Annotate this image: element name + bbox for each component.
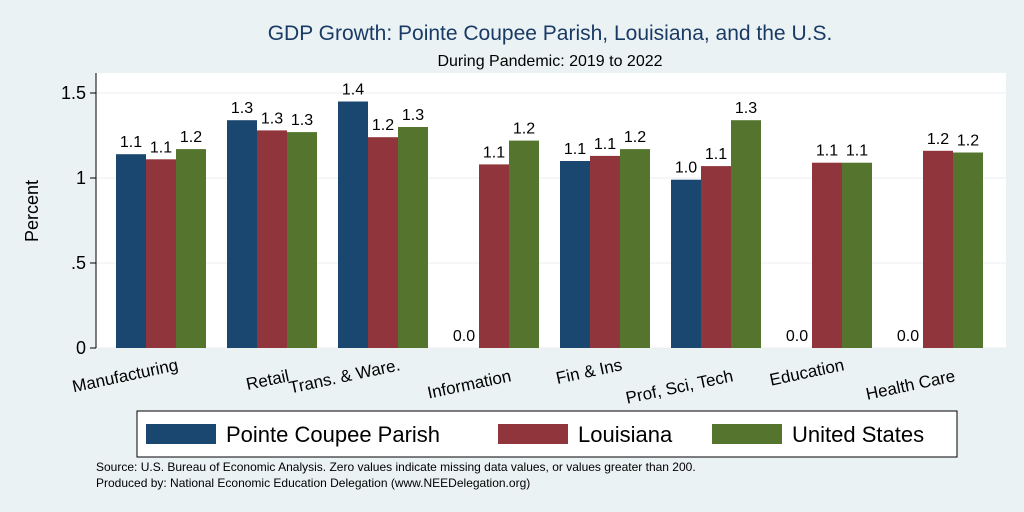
y-axis-label: Percent — [22, 180, 42, 242]
data-label: 1.3 — [261, 110, 283, 127]
data-label: 1.2 — [513, 121, 535, 138]
bar-united-states-retail — [287, 132, 317, 348]
bar-united-states-trans-ware — [398, 127, 428, 348]
y-tick-label: 0 — [76, 338, 86, 358]
x-tick-label: Health Care — [864, 366, 957, 403]
data-label: 1.0 — [675, 160, 697, 177]
bar-united-states-fin-ins — [620, 149, 650, 348]
bar-united-states-health-care — [953, 152, 983, 348]
chart-title: GDP Growth: Pointe Coupee Parish, Louisi… — [268, 22, 833, 45]
chart-subtitle: During Pandemic: 2019 to 2022 — [437, 53, 662, 70]
bar-louisiana-trans-ware — [368, 137, 398, 348]
data-label: 1.2 — [180, 129, 202, 146]
bar-louisiana-education — [812, 162, 842, 348]
bar-louisiana-information — [479, 164, 509, 348]
bar-pointe-coupee-parish-fin-ins — [560, 161, 590, 348]
data-label: 1.2 — [957, 133, 979, 150]
data-label: 0.0 — [897, 328, 919, 345]
data-label: 1.2 — [624, 129, 646, 146]
data-label: 1.1 — [705, 146, 727, 163]
bar-louisiana-health-care — [923, 150, 953, 348]
bar-louisiana-retail — [257, 130, 287, 348]
data-label: 1.4 — [342, 82, 364, 99]
bar-louisiana-prof-sci-tech — [701, 166, 731, 348]
y-tick-label: .5 — [71, 253, 86, 273]
x-tick-label: Fin & Ins — [554, 355, 624, 388]
legend: Pointe Coupee Parish Louisiana United St… — [136, 410, 958, 458]
data-label: 1.2 — [927, 131, 949, 148]
data-label: 0.0 — [786, 328, 808, 345]
x-tick-label: Information — [426, 366, 513, 402]
legend-swatch-pointe-coupee — [146, 424, 216, 444]
bar-pointe-coupee-parish-manufacturing — [116, 154, 146, 348]
y-axis: 0 .5 1 1.5 — [61, 83, 96, 358]
legend-label-united-states: United States — [792, 422, 924, 447]
x-tick-label: Retail — [244, 366, 290, 394]
bar-united-states-prof-sci-tech — [731, 120, 761, 348]
bars — [116, 101, 983, 348]
data-label: 1.1 — [150, 139, 172, 156]
produced-by-note: Produced by: National Economic Education… — [96, 476, 530, 490]
legend-label-pointe-coupee: Pointe Coupee Parish — [226, 422, 440, 447]
data-label: 1.1 — [816, 143, 838, 160]
data-label: 1.3 — [402, 107, 424, 124]
bar-pointe-coupee-parish-retail — [227, 120, 257, 348]
data-label: 1.1 — [564, 141, 586, 158]
y-tick-label: 1 — [76, 168, 86, 188]
data-label: 1.3 — [231, 100, 253, 117]
data-label: 1.3 — [735, 100, 757, 117]
bar-united-states-education — [842, 162, 872, 348]
data-label: 0.0 — [453, 328, 475, 345]
data-label: 1.1 — [483, 144, 505, 161]
x-tick-label: Manufacturing — [71, 355, 180, 396]
bar-united-states-information — [509, 140, 539, 348]
y-tick-label: 1.5 — [61, 83, 86, 103]
bar-united-states-manufacturing — [176, 149, 206, 348]
data-label: 1.1 — [594, 136, 616, 153]
x-tick-label: Education — [768, 355, 846, 389]
bar-pointe-coupee-parish-prof-sci-tech — [671, 179, 701, 348]
bar-louisiana-manufacturing — [146, 159, 176, 348]
x-tick-label: Prof, Sci, Tech — [624, 366, 735, 407]
legend-swatch-united-states — [712, 424, 782, 444]
data-label: 1.1 — [120, 134, 142, 151]
bar-louisiana-fin-ins — [590, 155, 620, 348]
x-tick-label: Trans. & Ware. — [287, 355, 402, 397]
legend-label-louisiana: Louisiana — [578, 422, 673, 447]
legend-swatch-louisiana — [498, 424, 568, 444]
source-note: Source: U.S. Bureau of Economic Analysis… — [96, 460, 696, 474]
data-label: 1.3 — [291, 112, 313, 129]
data-labels: 1.1 1.3 1.4 0.0 1.1 1.0 0.0 0.0 1.1 1.3 1.2 1.1 1.1 1… — [120, 82, 979, 346]
bar-pointe-coupee-parish-trans-ware — [338, 101, 368, 348]
data-label: 1.1 — [846, 143, 868, 160]
data-label: 1.2 — [372, 117, 394, 134]
